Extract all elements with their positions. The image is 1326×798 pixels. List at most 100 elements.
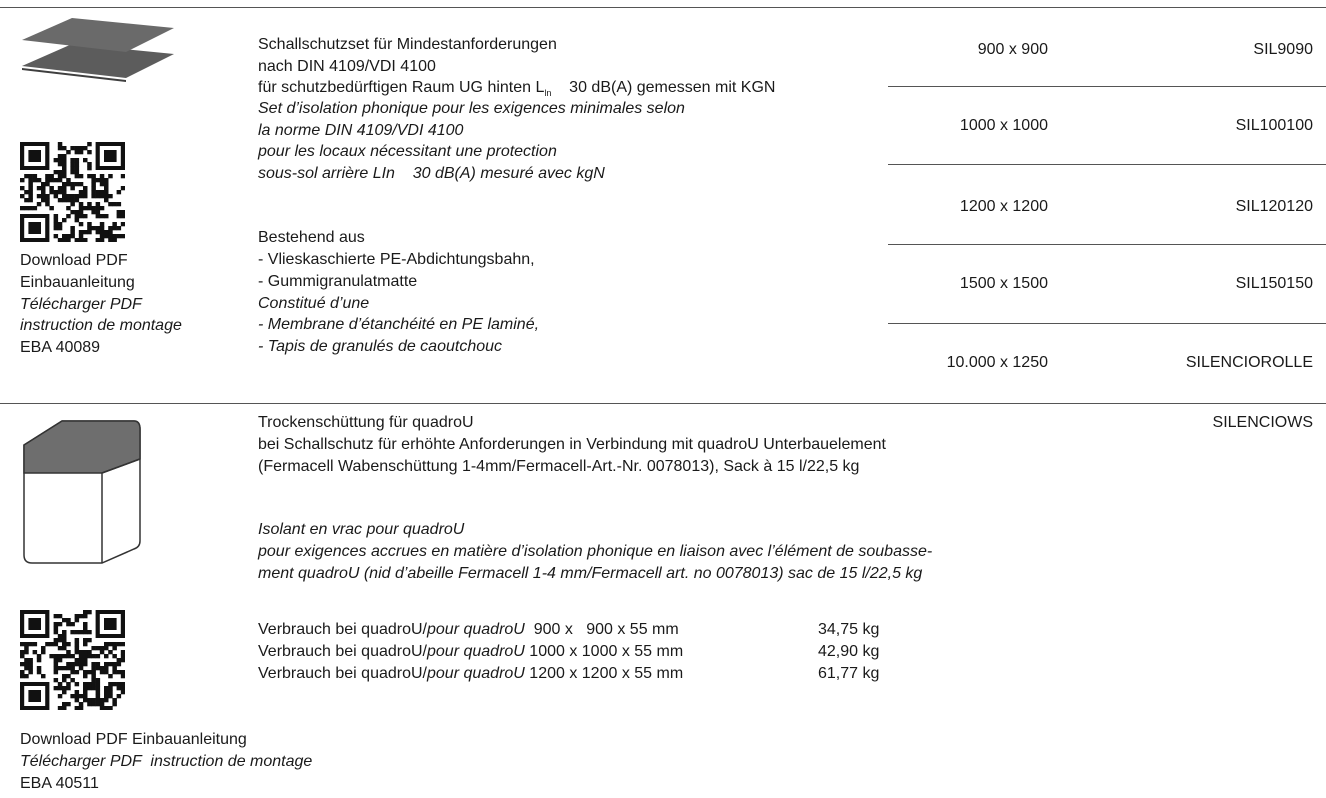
qr-module [78,662,84,667]
qr-module [95,230,101,235]
qr-module [66,702,71,707]
qr-module [49,206,54,211]
qr-module [104,194,109,199]
qr-module [91,662,96,667]
qr-module [57,154,63,159]
product-title: nach DIN 4109/VDI 4100 [258,57,436,75]
qr-module [108,650,113,655]
qr-module [99,214,105,219]
qr-module [95,178,101,183]
qr-module [95,694,101,699]
description-de: bei Schallschutz für erhöhte Anforderung… [258,436,886,453]
qr-module [95,666,101,671]
qr-module [83,194,88,199]
variant-size: 10.000 x 1250 [946,354,1048,371]
qr-module [70,198,75,203]
qr-module [20,650,25,655]
qr-module [70,202,75,207]
qr-module [83,614,88,619]
download-link-de: Download PDF Einbauanleitung [20,731,247,748]
qr-module [41,186,46,191]
qr-module [45,198,50,203]
qr-module [74,682,80,687]
qr-module [99,182,105,187]
qr-module [78,230,84,235]
qr-module [74,670,80,675]
consumption-row: Verbrauch bei quadroU/pour quadroU 900 x… [258,620,679,640]
qr-module [108,694,113,699]
qr-module [28,182,33,187]
consumption-label-fr: pour quadroU [427,665,525,682]
qr-module [70,162,75,167]
qr-module [120,682,125,687]
qr-module [116,662,122,667]
qr-module [99,194,105,199]
qr-module [62,690,67,695]
qr-module [112,226,117,231]
qr-module [112,238,117,242]
qr-module [78,210,84,215]
qr-module [87,150,92,155]
qr-module [53,226,59,231]
qr-module [99,190,105,195]
qr-module [57,190,63,195]
qr-module [95,214,101,219]
qr-module [78,702,84,707]
qr-module [95,698,101,703]
qr-module [104,182,109,187]
qr-module [116,682,122,687]
qr-module [104,642,109,647]
qr-module [20,178,25,183]
qr-module [57,222,63,227]
qr-module [62,158,67,163]
qr-module [99,226,105,231]
qr-module [24,190,29,195]
qr-module [95,654,101,659]
composition-de: - Vlieskaschierte PE-Abdichtungsbahn, [258,250,535,268]
qr-module [53,194,59,199]
qr-module [104,178,109,183]
qr-module [41,646,46,651]
qr-module [91,226,96,231]
qr-module [28,222,41,234]
download-link-fr: Télécharger PDF instruction de montage [20,753,313,770]
qr-module [99,702,105,707]
qr-module [99,646,105,651]
qr-module [87,698,92,703]
qr-module [74,150,80,155]
qr-module [104,230,109,235]
qr-module [53,170,59,175]
qr-module [70,670,75,675]
qr-module [104,618,117,630]
qr-module [108,194,113,199]
qr-module [120,674,125,679]
qr-module [53,642,59,647]
qr-module [57,158,63,163]
qr-module [57,238,63,242]
qr-module [108,686,113,691]
qr-module [83,682,88,687]
qr-module [99,706,105,710]
qr-module [70,678,75,683]
qr-module [70,662,75,667]
qr-module [91,186,96,191]
qr-module [104,670,109,675]
qr-module [91,174,96,179]
product-title: Schallschutzset für Mindestanforderungen [258,36,557,53]
document-number: EBA 40089 [20,339,101,356]
qr-module [120,186,125,191]
qr-module [24,198,29,203]
qr-module [116,214,122,219]
qr-module [74,174,80,179]
qr-module [104,646,109,651]
qr-module [91,670,96,675]
qr-module [104,666,109,671]
qr-module [116,190,122,195]
qr-module [87,650,92,655]
qr-module [66,642,71,647]
qr-module [78,174,84,179]
qr-module [20,642,25,647]
qr-module [41,194,46,199]
qr-module [66,662,71,667]
